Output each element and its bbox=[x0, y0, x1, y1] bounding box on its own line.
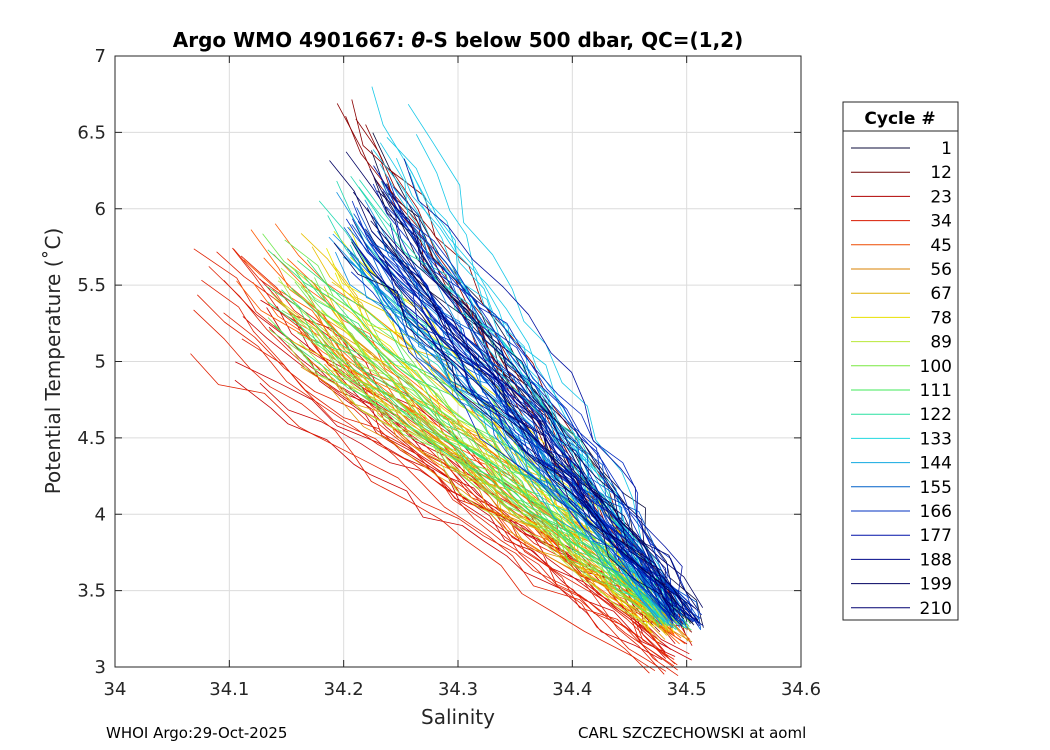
profile-line bbox=[385, 206, 694, 621]
x-tick-label: 34.3 bbox=[438, 679, 478, 700]
profile-line bbox=[351, 241, 696, 609]
legend-label: 45 bbox=[930, 236, 952, 256]
profile-line bbox=[354, 246, 674, 628]
profile-line bbox=[281, 289, 679, 617]
x-tick-label: 34.4 bbox=[552, 679, 592, 700]
legend-label: 144 bbox=[920, 454, 952, 474]
profile-line bbox=[208, 266, 676, 665]
x-tick-label: 34.2 bbox=[324, 679, 364, 700]
legend-label: 199 bbox=[920, 575, 952, 595]
legend-title: Cycle # bbox=[864, 109, 935, 129]
legend-label: 23 bbox=[930, 187, 952, 207]
axis-ticks: 34 34.1 34.2 34.3 34.4 34.5 34.6 3 3.5 4 4.5 5 5.5 6 6… bbox=[77, 46, 821, 700]
x-tick-label: 34.6 bbox=[781, 679, 821, 700]
legend-box bbox=[842, 101, 959, 621]
y-axis-label: Potential Temperature (˚C) bbox=[41, 228, 65, 495]
profile-line bbox=[297, 332, 661, 621]
x-tick-label: 34.1 bbox=[209, 679, 249, 700]
profile-line bbox=[281, 301, 657, 626]
legend-label: 100 bbox=[920, 357, 952, 377]
legend-label: 1 bbox=[941, 139, 952, 159]
y-tick-label: 6.5 bbox=[77, 122, 106, 143]
profile-line bbox=[223, 312, 658, 662]
legend-label: 34 bbox=[930, 212, 952, 232]
legend-label: 188 bbox=[920, 550, 952, 570]
y-tick-label: 7 bbox=[95, 46, 106, 67]
profile-line bbox=[274, 325, 682, 624]
profile-line bbox=[267, 301, 672, 618]
profile-line bbox=[190, 353, 678, 666]
profile-line bbox=[356, 207, 700, 621]
profile-line bbox=[352, 191, 699, 611]
profile-line bbox=[345, 151, 685, 620]
profile-line bbox=[267, 317, 669, 627]
y-tick-label: 4 bbox=[95, 504, 106, 525]
profile-line bbox=[391, 203, 693, 611]
profile-line bbox=[403, 158, 699, 627]
profile-line bbox=[377, 190, 688, 623]
y-tick-label: 3.5 bbox=[77, 581, 106, 602]
x-tick-label: 34 bbox=[104, 679, 127, 700]
profile-line bbox=[316, 326, 648, 626]
x-axis-label: Salinity bbox=[421, 705, 495, 729]
y-tick-label: 5.5 bbox=[77, 275, 106, 296]
legend-entries: 1 12 23 34 45 56 67 78 89 100 111 122 133 144 155 166 17… bbox=[851, 139, 952, 619]
profile-line bbox=[407, 103, 687, 628]
profile-line bbox=[357, 247, 694, 623]
profile-line bbox=[287, 344, 661, 626]
profile-line bbox=[193, 309, 656, 672]
y-tick-label: 6 bbox=[95, 199, 106, 220]
y-tick-label: 5 bbox=[95, 352, 106, 373]
legend-label: 155 bbox=[920, 478, 952, 498]
legend-label: 12 bbox=[930, 163, 952, 183]
legend-label: 111 bbox=[920, 381, 952, 401]
legend-label: 177 bbox=[920, 526, 952, 546]
profile-line bbox=[365, 228, 676, 618]
legend-label: 122 bbox=[920, 405, 952, 425]
profile-line bbox=[387, 176, 686, 624]
profile-line bbox=[300, 366, 693, 643]
chart-title: Argo WMO 4901667: θ-S below 500 dbar, QC… bbox=[173, 28, 743, 52]
profile-line bbox=[268, 329, 663, 625]
profile-line bbox=[378, 257, 678, 618]
footer-right: CARL SZCZECHOWSKI at aoml bbox=[578, 724, 807, 742]
profile-line bbox=[369, 168, 693, 619]
profile-line bbox=[351, 200, 701, 627]
legend-label: 210 bbox=[920, 599, 952, 619]
profile-line bbox=[266, 286, 689, 626]
profile-line bbox=[332, 233, 673, 629]
legend-label: 133 bbox=[920, 429, 952, 449]
profile-line bbox=[398, 260, 671, 613]
profile-line bbox=[197, 294, 678, 671]
profile-line bbox=[344, 255, 663, 626]
profile-line bbox=[370, 220, 681, 612]
profile-lines bbox=[190, 86, 704, 677]
y-tick-label: 4.5 bbox=[77, 428, 106, 449]
profile-line bbox=[272, 288, 660, 646]
profile-line bbox=[201, 279, 667, 672]
profile-line bbox=[232, 247, 650, 674]
profile-line bbox=[373, 165, 683, 627]
profile-line bbox=[292, 314, 665, 614]
y-tick-label: 3 bbox=[95, 657, 106, 678]
legend-label: 89 bbox=[930, 333, 952, 353]
profile-line bbox=[266, 307, 692, 661]
legend: Cycle # 1 12 23 34 45 56 67 78 89 100 111 122 133 144… bbox=[842, 101, 959, 621]
legend-label: 78 bbox=[930, 308, 952, 328]
legend-label: 67 bbox=[930, 284, 952, 304]
x-tick-label: 34.5 bbox=[667, 679, 707, 700]
profile-line bbox=[333, 242, 676, 616]
profile-line bbox=[382, 188, 673, 624]
profile-line bbox=[390, 255, 671, 612]
legend-label: 56 bbox=[930, 260, 952, 280]
legend-label: 166 bbox=[920, 502, 952, 522]
profile-line bbox=[357, 220, 678, 620]
profile-line bbox=[378, 261, 698, 621]
profile-line bbox=[377, 230, 675, 616]
footer-left: WHOI Argo:29-Oct-2025 bbox=[106, 724, 288, 742]
